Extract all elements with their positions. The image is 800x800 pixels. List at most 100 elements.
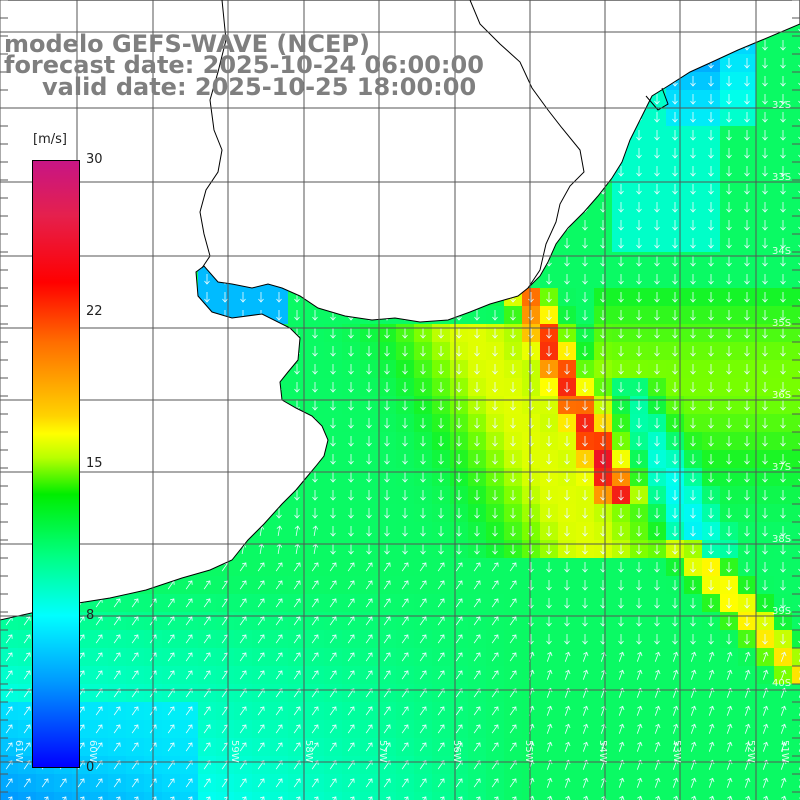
wind-arrow xyxy=(726,58,732,69)
wind-arrow xyxy=(294,310,300,321)
wind-arrow xyxy=(546,328,552,339)
river-uruguay xyxy=(469,0,585,289)
wind-arrow xyxy=(41,778,49,788)
wind-arrow xyxy=(636,472,642,483)
wind-arrow xyxy=(401,562,409,572)
wind-arrow xyxy=(492,346,498,357)
wind-arrow xyxy=(257,634,265,644)
wind-arrow xyxy=(437,598,445,608)
wind-arrow xyxy=(312,382,318,393)
wind-arrow xyxy=(762,310,768,321)
wind-arrow xyxy=(293,796,301,800)
wind-arrow xyxy=(311,742,319,752)
wind-arrow xyxy=(582,562,588,573)
wind-arrow xyxy=(491,652,499,662)
wind-arrow xyxy=(330,364,336,375)
wind-arrow xyxy=(384,400,390,411)
wind-arrow xyxy=(384,382,390,393)
wind-arrow xyxy=(690,795,697,800)
wind-arrow xyxy=(293,742,301,752)
speed-cell xyxy=(792,324,800,342)
wind-arrow xyxy=(636,634,642,645)
speed-cell xyxy=(342,792,360,800)
wind-arrow xyxy=(690,580,696,591)
wind-arrow xyxy=(239,796,247,800)
wind-arrow xyxy=(582,418,588,429)
wind-arrow xyxy=(744,166,750,177)
wind-arrow xyxy=(654,310,660,321)
wind-arrow xyxy=(708,616,714,627)
wind-arrow xyxy=(329,724,337,734)
wind-arrow xyxy=(564,454,570,465)
wind-arrow xyxy=(672,400,678,411)
wind-arrow xyxy=(762,418,768,429)
wind-arrow xyxy=(726,418,732,429)
wind-arrow xyxy=(23,652,31,662)
wind-arrow xyxy=(366,346,372,357)
wind-arrow xyxy=(582,292,588,303)
wind-arrow xyxy=(690,562,696,573)
wind-arrow xyxy=(780,508,786,519)
wind-arrow xyxy=(582,436,588,447)
wind-arrow xyxy=(131,706,139,716)
wind-arrow xyxy=(131,742,139,752)
wind-arrow xyxy=(618,310,624,321)
wind-arrow xyxy=(312,364,318,375)
wind-arrow xyxy=(438,526,444,537)
wind-arrow xyxy=(456,436,462,447)
wind-arrow xyxy=(708,634,714,645)
wind-arrow xyxy=(708,130,714,141)
wind-arrow xyxy=(690,220,696,231)
wind-arrow xyxy=(509,652,517,662)
wind-arrow xyxy=(654,598,660,609)
wind-arrow xyxy=(726,562,732,573)
speed-cell xyxy=(792,360,800,378)
wind-arrow xyxy=(672,202,678,213)
lon-label: 57W xyxy=(377,740,388,763)
wind-arrow xyxy=(546,616,552,627)
wind-arrow xyxy=(420,364,426,375)
speed-cell xyxy=(522,792,540,800)
wind-arrow xyxy=(222,292,228,303)
lon-label: 52W xyxy=(745,740,756,763)
wind-arrow xyxy=(762,130,768,141)
wind-arrow xyxy=(726,741,733,752)
wind-arrow xyxy=(311,724,319,734)
speed-cell xyxy=(792,342,800,360)
wind-arrow xyxy=(744,130,750,141)
wind-arrow xyxy=(257,724,265,734)
wind-arrow xyxy=(744,544,750,555)
wind-arrow xyxy=(59,778,67,788)
wind-arrow xyxy=(672,292,678,303)
wind-arrow xyxy=(564,274,570,285)
speed-cell xyxy=(792,180,800,198)
wind-arrow xyxy=(329,670,337,680)
wind-arrow xyxy=(582,795,589,800)
wind-arrow xyxy=(491,778,499,788)
wind-arrow xyxy=(762,94,768,105)
wind-arrow xyxy=(672,274,678,285)
wind-arrow xyxy=(798,280,800,284)
wind-arrow xyxy=(275,580,283,590)
wind-arrow xyxy=(419,742,427,752)
wind-arrow xyxy=(708,112,714,123)
wind-arrow xyxy=(419,796,427,800)
wind-arrow xyxy=(510,454,516,465)
wind-arrow xyxy=(167,724,175,734)
wind-arrow xyxy=(528,544,534,555)
wind-arrow xyxy=(546,651,553,662)
wind-arrow xyxy=(419,652,427,662)
wind-arrow xyxy=(167,616,175,626)
wind-arrow xyxy=(618,669,625,680)
lon-label: 60W xyxy=(87,740,98,763)
speed-cell xyxy=(198,792,216,800)
wind-arrow xyxy=(672,472,678,483)
speed-cell xyxy=(432,792,450,800)
wind-arrow xyxy=(366,382,372,393)
wind-arrow xyxy=(419,724,427,734)
wind-arrow xyxy=(798,424,800,428)
wind-arrow xyxy=(744,364,750,375)
wind-arrow xyxy=(654,220,660,231)
speed-cell xyxy=(792,162,800,180)
